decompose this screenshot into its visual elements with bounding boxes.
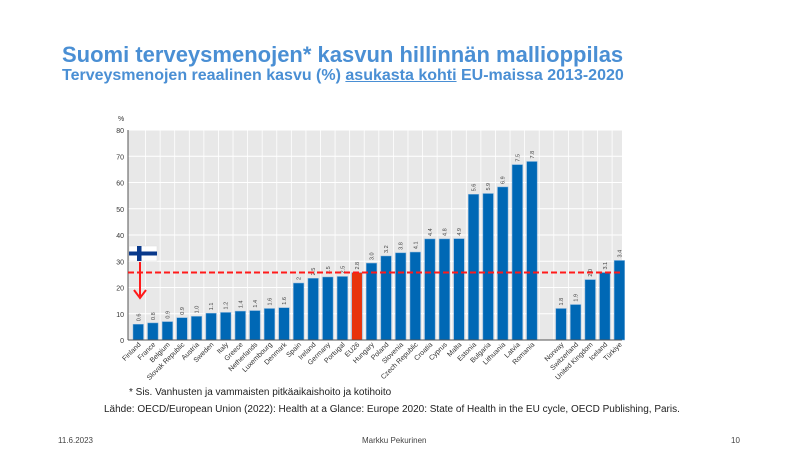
y-tick-label: 30 [116,259,124,266]
subtitle-underlined: asukasta kohti [345,67,457,84]
flag-cross-h [129,251,157,256]
data-label: 0.8 [151,312,157,320]
data-label: 3.8 [399,242,405,250]
data-label: 1.2 [224,302,230,310]
bar-lithuania [497,186,509,341]
data-label: 3.0 [370,252,376,260]
data-label: 1.4 [238,300,244,308]
data-label: 7.5 [515,154,521,162]
data-label: 4.4 [428,228,434,236]
y-tick-label: 40 [116,233,124,240]
data-label: 3.1 [603,262,609,270]
data-label: 2.5 [340,266,346,274]
bar-estonia [468,194,480,341]
y-tick-label: 80 [116,128,124,135]
bar-denmark [278,307,290,341]
data-label: 5.6 [472,184,478,192]
bar-iceland [599,272,611,341]
data-label: 1.9 [574,294,580,302]
bar-poland [380,255,392,341]
bar-hungary [366,262,378,341]
date: 11.6.2023 [58,436,93,445]
data-label: 1.1 [209,303,215,311]
bar-germany [322,276,334,341]
slide-title: Suomi terveysmenojen* kasvun hillinnän m… [62,42,624,67]
data-label: 3.2 [384,245,390,253]
bar-cyprus [438,238,450,341]
subtitle-part: EU-maissa 2013-2020 [456,67,624,84]
bar-italy [220,312,232,341]
source-text: Lähde: OECD/European Union (2022): Healt… [104,404,680,415]
data-label: 7.8 [530,151,536,159]
bar-sweden [205,312,217,341]
y-tick-label: 0 [120,338,124,345]
bar-switzerland [570,304,582,341]
data-label: 1.4 [253,300,259,308]
data-label: 1.8 [559,298,565,306]
bar-austria [191,316,203,341]
bar-croatia [424,238,436,341]
data-label: 6.9 [501,176,507,184]
bar-czech-republic [409,251,421,341]
bar-norway [555,308,567,341]
bar-belgium [161,321,173,341]
bar-slovenia [395,252,407,341]
data-label: 0.6 [136,314,142,322]
author: Markku Pekurinen [362,436,427,445]
arrow-head [133,289,147,300]
bar-romania [526,161,538,341]
footnote: * Sis. Vanhusten ja vammaisten pitkäaika… [129,387,392,398]
bar-finland [132,324,144,341]
bar-chart: 01020304050607080%0.6Finland0.8France0.9… [116,116,625,382]
page-number: 10 [731,436,740,445]
bar-slovak-republic [176,317,188,341]
bar-bulgaria [482,193,494,341]
data-label: 1.0 [195,306,201,314]
data-label: 4.1 [413,241,419,249]
data-label: 5.9 [486,183,492,191]
data-label: 1.6 [267,298,273,306]
y-axis-label: % [118,116,124,123]
bar-ireland [307,278,319,341]
bar-united-kingdom [584,279,596,341]
data-label: 0.9 [165,311,171,319]
data-label: 2.5 [326,266,332,274]
bar-eu26 [351,272,363,341]
data-label: 2.5 [311,268,317,276]
y-tick-label: 10 [116,312,124,319]
y-tick-label: 70 [116,154,124,161]
data-label: 2.8 [355,262,361,270]
bar-netherlands [249,310,261,341]
y-tick-label: 50 [116,207,124,214]
y-tick-label: 20 [116,286,124,293]
slide-subtitle: Terveysmenojen reaalinen kasvu (%) asuka… [62,67,624,85]
data-label: 3.4 [617,250,623,258]
bar-greece [234,310,246,341]
y-tick-label: 60 [116,181,124,188]
data-label: 4.9 [457,228,463,236]
bar-france [147,322,159,341]
bar-latvia [511,164,523,341]
bar-luxembourg [263,308,275,341]
flag-cross-v [137,246,142,261]
data-label: 4.8 [442,228,448,236]
bar-portugal [336,276,348,341]
subtitle-part: Terveysmenojen reaalinen kasvu (%) [62,67,346,84]
data-label: 2 [297,277,303,280]
bar-spain [293,282,305,341]
data-label: 1.6 [282,297,288,305]
data-label: 0.9 [180,307,186,315]
bar-malta [453,238,465,341]
